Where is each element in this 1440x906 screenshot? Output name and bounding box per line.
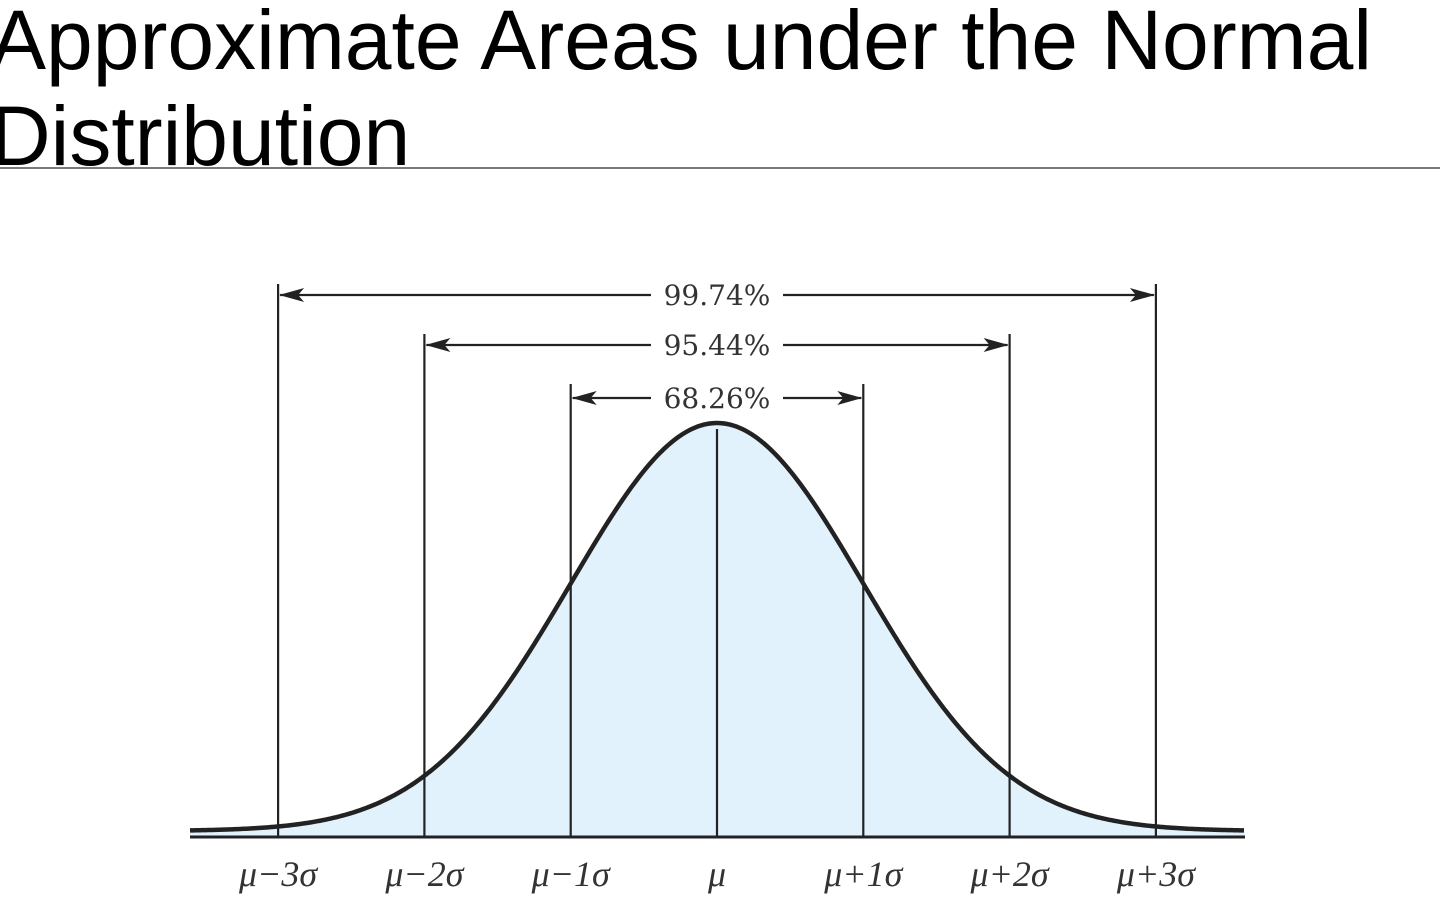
x-tick-label: μ−2σ [384,854,464,894]
x-tick-label: μ+2σ [970,854,1050,894]
bell-curve-line [189,420,1245,833]
x-tick-label: μ−3σ [238,854,318,894]
interval-percent-label: 99.74% [664,279,771,312]
interval-percent-label: 68.26% [664,382,771,415]
x-tick-label: μ [707,854,726,894]
x-tick-label: μ+1σ [823,854,903,894]
title-divider [0,167,1440,169]
arrowhead-left-icon [571,391,597,405]
slide-title: Approximate Areas under the Normal Distr… [0,0,1373,183]
arrowhead-left-icon [279,288,305,302]
arrowhead-right-icon [837,391,863,405]
arrowhead-right-icon [983,338,1009,352]
interval-2: 95.44% [425,329,1009,362]
x-axis-tick-labels: μ−3σ μ−2σ μ−1σ μ μ+1σ μ+2σ μ+3σ [238,854,1196,894]
arrowhead-right-icon [1129,288,1155,302]
interval-1: 99.74% [279,279,1155,312]
interval-3: 68.26% [571,382,863,415]
sigma-guide-lines [277,284,1158,837]
arrowhead-left-icon [425,338,451,352]
x-tick-label: μ−1σ [531,854,611,894]
x-tick-label: μ+3σ [1116,854,1196,894]
interval-percent-label: 95.44% [664,329,771,362]
interval-arrows: 99.74% 95.44% 68.26% [279,279,1155,415]
